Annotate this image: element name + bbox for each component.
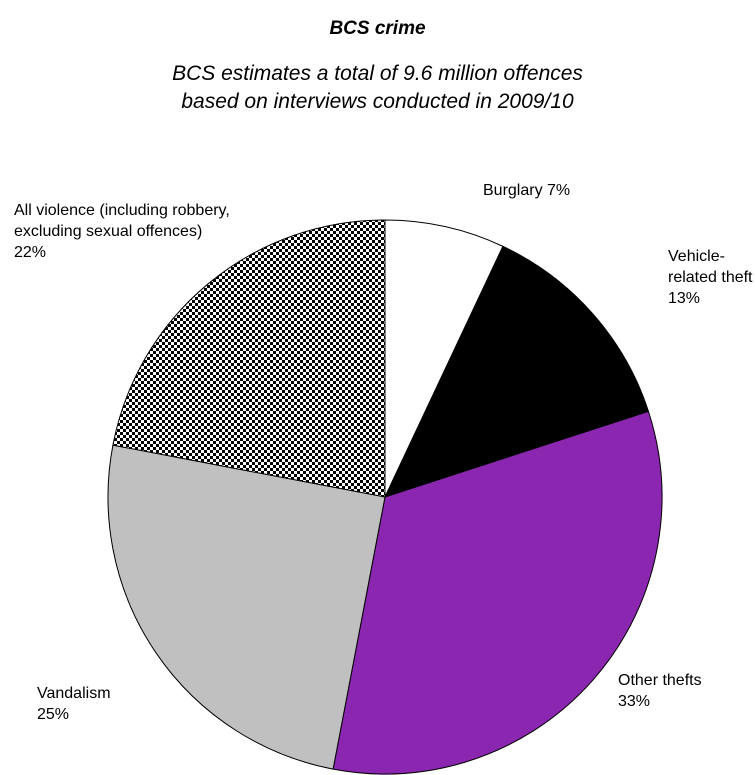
slice-label: Vehicle-related theft 13% — [668, 246, 755, 309]
chart-title: BCS crime — [329, 18, 426, 39]
category-name: Burglary — [483, 182, 543, 199]
pie-slice — [107, 444, 386, 770]
value-label: 7% — [547, 182, 571, 199]
pie-slice — [332, 410, 663, 775]
subtitle-line: BCS estimates a total of 9.6 million off… — [172, 62, 583, 85]
pie-slice — [384, 219, 504, 498]
value-label: 33% — [618, 693, 651, 710]
slice-label: All violence (including robbery, excludi… — [14, 200, 239, 263]
slice-label: Other thefts 33% — [618, 670, 738, 712]
pie-slice — [112, 219, 386, 498]
subtitle-line: based on interviews conducted in 2009/10 — [181, 90, 574, 113]
slice-label: Burglary 7% — [483, 180, 633, 201]
slice-label: Vandalism 25% — [37, 683, 157, 725]
category-name: Vandalism — [37, 685, 111, 702]
category-name: All violence (including robbery, excludi… — [14, 202, 230, 240]
value-label: 25% — [37, 706, 70, 723]
value-label: 22% — [14, 244, 47, 261]
pie-slice — [384, 245, 650, 498]
category-name: Other thefts — [618, 672, 702, 689]
value-label: 13% — [668, 290, 701, 307]
category-name: Vehicle-related theft — [668, 248, 753, 286]
